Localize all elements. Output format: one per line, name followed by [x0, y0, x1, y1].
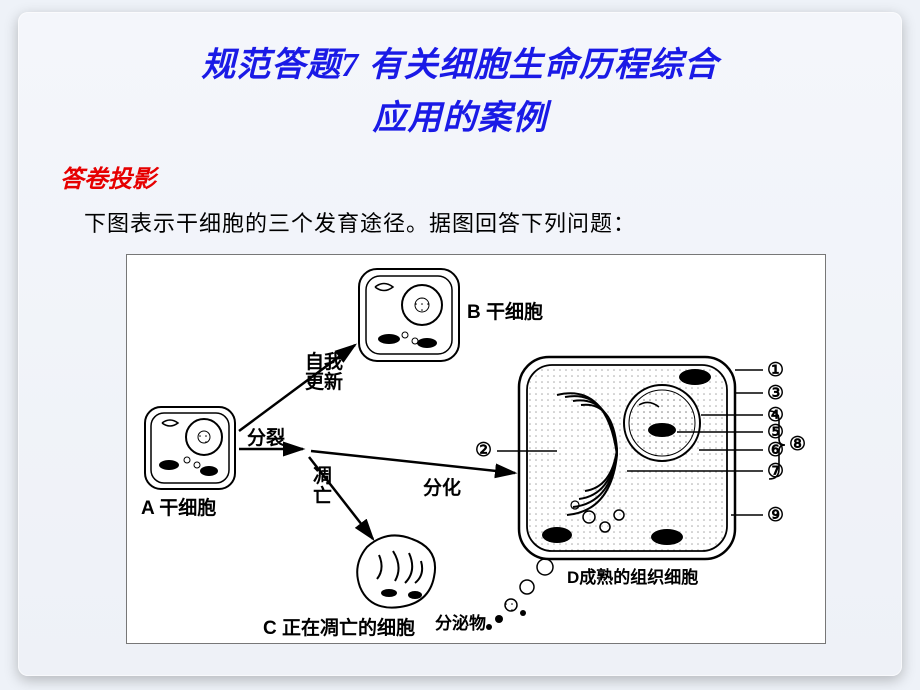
- label-differentiation: 分化: [423, 473, 461, 500]
- label-cell-c: C 正在凋亡的细胞: [263, 613, 415, 640]
- pointer-1: ①: [767, 359, 784, 382]
- label-self-renew: 自我 更新: [305, 353, 343, 393]
- page-title: 规范答题7 有关细胞生命历程综合 应用的案例: [48, 40, 872, 145]
- stem-cell-diagram: A 干细胞 B 干细胞 C 正在凋亡的细胞 D成熟的组织细胞 自我 更新 分裂 …: [126, 254, 826, 644]
- title-line-2: 应用的案例: [373, 100, 548, 137]
- cell-a: [145, 407, 235, 489]
- question-prompt: 下图表示干细胞的三个发育途径。据图回答下列问题：: [84, 206, 872, 238]
- cell-d: [486, 357, 735, 630]
- pointer-9: ⑨: [767, 504, 784, 527]
- slide-page: 规范答题7 有关细胞生命历程综合 应用的案例 答卷投影 下图表示干细胞的三个发育…: [18, 12, 902, 676]
- cell-b: [359, 269, 459, 361]
- label-division: 分裂: [247, 423, 285, 450]
- label-cell-d: D成熟的组织细胞: [567, 563, 698, 588]
- pointer-8: ⑧: [789, 433, 806, 456]
- title-line-1: 规范答题7 有关细胞生命历程综合: [201, 47, 719, 84]
- cell-c: [357, 536, 435, 608]
- pointer-7: ⑦: [767, 460, 784, 483]
- label-cell-b: B 干细胞: [467, 297, 543, 324]
- pointer-6: ⑥: [767, 439, 784, 462]
- pointer-2: ②: [475, 439, 492, 462]
- pointer-3: ③: [767, 382, 784, 405]
- label-cell-a: A 干细胞: [141, 493, 216, 520]
- label-secretion: 分泌物: [435, 609, 486, 634]
- label-apoptosis: 凋 亡: [313, 467, 332, 507]
- section-subheading: 答卷投影: [60, 159, 872, 194]
